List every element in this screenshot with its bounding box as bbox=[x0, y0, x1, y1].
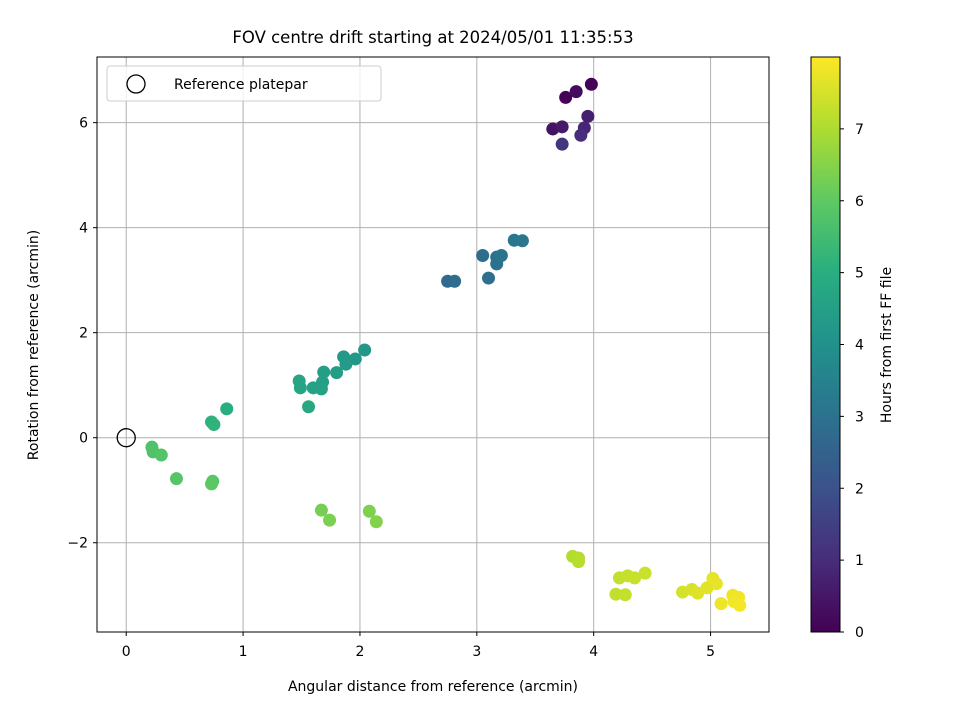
data-point bbox=[572, 555, 586, 569]
data-point bbox=[482, 271, 496, 285]
data-point bbox=[317, 365, 331, 379]
y-tick-label: 0 bbox=[79, 431, 88, 447]
colorbar-tick-label: 3 bbox=[855, 409, 864, 425]
data-point bbox=[302, 400, 316, 414]
data-point bbox=[362, 504, 376, 518]
colorbar-tick-label: 7 bbox=[855, 122, 864, 138]
data-point bbox=[618, 588, 632, 602]
grid-lines bbox=[97, 57, 769, 632]
data-point bbox=[339, 357, 353, 371]
legend-box bbox=[106, 65, 382, 102]
data-point bbox=[555, 137, 569, 151]
x-tick-label: 0 bbox=[122, 644, 131, 660]
data-point bbox=[306, 381, 320, 395]
data-point bbox=[476, 248, 490, 262]
legend-label-reference-platepar: Reference platepar bbox=[174, 77, 308, 93]
colorbar-tick-label: 2 bbox=[855, 481, 864, 497]
data-point bbox=[358, 343, 372, 357]
x-axis-ticks: 0 1 2 3 4 5 bbox=[122, 632, 715, 660]
colorbar: 0 1 2 3 4 5 6 7 Hours from first FF file bbox=[810, 56, 895, 641]
data-point bbox=[169, 472, 183, 486]
x-tick-label: 5 bbox=[706, 644, 715, 660]
legend: Reference platepar bbox=[106, 65, 382, 102]
x-tick-label: 1 bbox=[239, 644, 248, 660]
x-tick-label: 4 bbox=[589, 644, 598, 660]
data-point bbox=[330, 366, 344, 380]
data-point bbox=[609, 587, 623, 601]
data-point bbox=[314, 503, 328, 517]
data-point bbox=[559, 90, 573, 104]
data-point bbox=[555, 120, 569, 134]
legend-reference-marker bbox=[126, 74, 146, 94]
colorbar-gradient bbox=[810, 56, 841, 633]
y-tick-label: 6 bbox=[79, 116, 88, 132]
data-point bbox=[515, 234, 529, 248]
colorbar-label: Hours from first FF file bbox=[879, 267, 895, 423]
colorbar-ticks: 0 1 2 3 4 5 6 7 bbox=[840, 122, 864, 641]
data-point bbox=[220, 402, 234, 416]
data-point bbox=[628, 571, 642, 585]
colorbar-tick-label: 5 bbox=[855, 266, 864, 282]
data-point bbox=[369, 515, 383, 529]
y-tick-label: 4 bbox=[79, 221, 88, 237]
y-tick-label: −2 bbox=[67, 536, 88, 552]
data-point bbox=[448, 274, 462, 288]
data-point bbox=[293, 381, 307, 395]
colorbar-tick-label: 6 bbox=[855, 194, 864, 210]
colorbar-tick-label: 4 bbox=[855, 338, 864, 354]
reference-marker-group bbox=[116, 428, 136, 448]
data-point bbox=[733, 598, 747, 612]
data-point bbox=[638, 566, 652, 580]
data-points bbox=[145, 77, 747, 612]
data-point bbox=[714, 597, 728, 611]
data-point bbox=[709, 577, 723, 591]
data-point bbox=[154, 448, 168, 462]
x-axis-label: Angular distance from reference (arcmin) bbox=[288, 679, 578, 695]
colorbar-tick-label: 1 bbox=[855, 553, 864, 569]
data-point bbox=[581, 109, 595, 123]
x-tick-label: 2 bbox=[355, 644, 364, 660]
x-tick-label: 3 bbox=[472, 644, 481, 660]
colorbar-tick-label: 0 bbox=[855, 625, 864, 641]
data-point bbox=[569, 85, 583, 99]
y-axis-label: Rotation from reference (arcmin) bbox=[26, 230, 42, 460]
data-point bbox=[323, 513, 337, 527]
reference-platepar-marker bbox=[116, 428, 136, 448]
y-axis-ticks: −2 0 2 4 6 bbox=[67, 116, 97, 552]
plot-frame bbox=[96, 56, 770, 633]
data-point bbox=[207, 418, 221, 432]
y-tick-label: 2 bbox=[79, 326, 88, 342]
chart-title: FOV centre drift starting at 2024/05/01 … bbox=[232, 28, 633, 47]
data-point bbox=[205, 477, 219, 491]
data-point bbox=[574, 128, 588, 142]
data-point bbox=[494, 248, 508, 262]
data-point bbox=[584, 77, 598, 91]
